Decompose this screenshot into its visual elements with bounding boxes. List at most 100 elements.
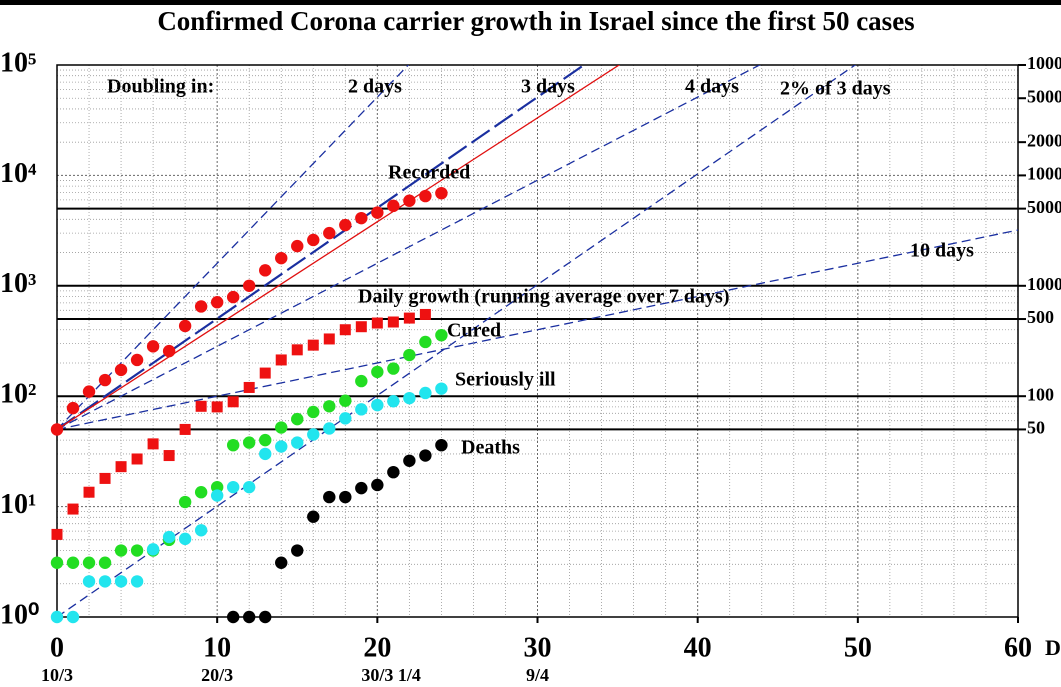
data-point xyxy=(243,279,256,292)
data-point xyxy=(147,438,159,450)
data-point xyxy=(419,308,431,320)
data-point xyxy=(355,321,367,333)
data-point xyxy=(243,381,255,393)
data-point xyxy=(291,436,304,449)
data-point xyxy=(275,421,288,434)
data-point xyxy=(259,610,272,624)
doubling-line xyxy=(57,65,410,430)
y-tick-label: 10² xyxy=(0,379,36,410)
y2-tick-label: 20000 xyxy=(1027,130,1061,150)
data-point xyxy=(387,199,400,213)
y2-tick-label: 50 xyxy=(1027,418,1045,438)
data-point xyxy=(66,556,80,569)
data-point xyxy=(275,556,288,569)
data-point xyxy=(307,339,319,351)
x-tick-label: 60 xyxy=(1004,632,1032,663)
data-point xyxy=(98,373,112,387)
data-point xyxy=(355,211,368,225)
data-point xyxy=(98,556,112,569)
data-point xyxy=(291,544,304,557)
data-point xyxy=(146,340,160,353)
series-label: Deaths xyxy=(461,437,520,459)
data-point xyxy=(115,461,127,473)
data-point xyxy=(403,391,416,405)
data-point xyxy=(275,354,287,366)
y2-tick-label: 50000 xyxy=(1027,86,1061,106)
data-point xyxy=(243,436,256,449)
date-label: 9/4 xyxy=(526,665,549,685)
data-point xyxy=(210,296,224,309)
x-tick-label: 0 xyxy=(50,632,64,663)
data-point xyxy=(243,480,256,494)
data-point xyxy=(66,401,80,415)
data-point xyxy=(243,610,256,624)
top-bar xyxy=(0,0,1061,5)
data-point xyxy=(67,503,79,515)
y-tick-label: 10⁴ xyxy=(0,158,37,189)
data-point xyxy=(307,428,320,441)
data-point xyxy=(323,422,336,435)
data-point xyxy=(323,333,335,345)
data-point xyxy=(307,405,320,419)
date-label: 1/4 xyxy=(398,665,421,685)
data-point xyxy=(419,386,432,400)
data-point xyxy=(51,528,63,540)
x-tick-label: 30 xyxy=(524,632,552,663)
plot-frame xyxy=(56,64,1019,618)
x-tick-label: 40 xyxy=(684,632,712,663)
data-point xyxy=(226,438,240,452)
data-point xyxy=(82,385,96,398)
data-point xyxy=(403,348,416,362)
data-point xyxy=(371,478,384,492)
y-tick-label: 10⁵ xyxy=(0,47,36,78)
data-point xyxy=(131,453,143,465)
x-tick-label: 20 xyxy=(363,632,391,663)
data-point xyxy=(419,189,432,203)
y2-tick-label: 500 xyxy=(1027,307,1054,327)
data-point xyxy=(323,400,336,413)
data-point xyxy=(130,544,144,557)
data-point xyxy=(371,206,384,219)
data-point xyxy=(210,489,224,502)
data-point xyxy=(162,530,176,544)
data-point xyxy=(435,328,448,342)
data-point xyxy=(387,465,400,479)
data-point xyxy=(435,438,448,452)
data-point xyxy=(355,481,368,495)
data-point xyxy=(178,532,192,546)
data-point xyxy=(371,317,383,329)
chart-title: Confirmed Corona carrier growth in Israe… xyxy=(157,6,914,36)
y2-tick-label: 1000 xyxy=(1027,274,1061,294)
data-point xyxy=(355,374,368,388)
data-point xyxy=(435,382,448,395)
data-point xyxy=(114,575,128,588)
data-point xyxy=(130,353,144,367)
y2-tick-label: 5000 xyxy=(1027,197,1061,217)
x-axis-label: D xyxy=(1045,635,1061,660)
data-point xyxy=(403,454,416,467)
date-label: 10/3 xyxy=(41,665,73,685)
doubling-line-label: 3 days xyxy=(521,76,575,98)
data-point xyxy=(146,543,160,556)
data-point xyxy=(403,194,416,207)
data-point xyxy=(387,316,399,328)
data-point xyxy=(82,575,96,588)
data-point xyxy=(291,412,304,426)
data-point xyxy=(82,556,96,569)
data-point xyxy=(114,544,128,557)
data-point xyxy=(194,524,208,537)
data-point xyxy=(275,251,288,265)
data-point xyxy=(259,447,272,461)
doubling-line xyxy=(57,65,621,430)
doubling-line xyxy=(57,229,1018,431)
y2-tick-label: 10000 xyxy=(1027,164,1061,184)
y2-tick-label: 100000 xyxy=(1027,53,1061,73)
data-point xyxy=(387,395,400,408)
data-point xyxy=(307,510,320,523)
data-point xyxy=(226,610,240,624)
data-point xyxy=(259,264,272,277)
data-point xyxy=(50,556,64,569)
data-point xyxy=(211,401,223,413)
data-point xyxy=(339,324,351,336)
